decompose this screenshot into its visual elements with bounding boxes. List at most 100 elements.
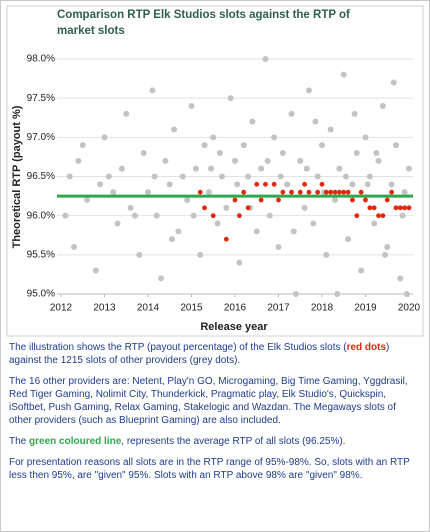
grey-dot	[332, 197, 339, 203]
grey-dot	[232, 157, 238, 164]
grey-dot	[153, 212, 160, 219]
grey-dot	[312, 118, 319, 125]
grey-dot	[390, 79, 397, 86]
grey-dot	[327, 126, 334, 133]
y-tick-label: 97.0%	[27, 132, 55, 143]
grey-dot	[188, 103, 195, 109]
x-tick-label: 2018	[311, 303, 334, 314]
red-dot	[406, 205, 412, 211]
highlight: red dots	[346, 342, 387, 353]
red-dot	[323, 189, 329, 195]
red-dot	[376, 213, 381, 219]
grey-dot	[340, 71, 347, 78]
grey-dot	[403, 291, 410, 297]
grey-dot	[334, 291, 341, 297]
grey-dot	[392, 142, 399, 149]
red-dot	[241, 189, 247, 195]
grey-dot	[114, 220, 121, 227]
x-tick-label: 2017	[267, 303, 290, 314]
red-dot	[289, 189, 294, 195]
grey-dot	[97, 181, 104, 188]
text: For presentation reasons all slots are i…	[9, 457, 410, 481]
red-dot	[358, 189, 364, 195]
grey-dot	[171, 126, 178, 133]
paragraph: For presentation reasons all slots are i…	[9, 456, 419, 482]
x-tick-label: 2014	[137, 303, 160, 314]
y-tick-label: 96.0%	[27, 210, 55, 221]
grey-dot	[101, 134, 108, 141]
grey-dot	[249, 118, 256, 125]
grey-dot	[84, 197, 91, 203]
grey-dot	[301, 204, 308, 211]
red-dot	[276, 197, 281, 203]
red-dot	[197, 189, 203, 195]
red-dot	[363, 197, 368, 203]
grey-dot	[236, 259, 243, 266]
y-tick-label: 96.5%	[27, 171, 55, 182]
x-tick-label: 2019	[354, 303, 377, 314]
red-dot	[337, 189, 342, 195]
y-tick-label: 95.5%	[27, 249, 55, 260]
grey-dot	[279, 150, 286, 156]
grey-dot	[303, 165, 310, 172]
grey-dot	[271, 134, 278, 141]
grey-dot	[92, 267, 99, 274]
grey-dot	[105, 173, 112, 180]
grey-dot	[168, 236, 175, 243]
grey-dot	[336, 165, 343, 172]
grey-dot	[162, 157, 169, 164]
red-dot	[354, 213, 360, 219]
grey-dot	[375, 157, 382, 164]
red-dot	[297, 189, 303, 195]
text: ) against the 1215 slots of other provid…	[9, 342, 390, 366]
grey-dot	[323, 251, 330, 258]
grey-dot	[314, 173, 321, 180]
red-dot	[402, 205, 408, 211]
x-tick-label: 2013	[93, 303, 116, 314]
x-tick-label: 2012	[50, 303, 73, 314]
grey-dot	[373, 150, 380, 156]
grey-dot	[79, 142, 86, 149]
grey-dot	[184, 197, 191, 203]
grey-dot	[227, 95, 234, 102]
grey-dot	[264, 157, 271, 164]
red-dot	[245, 205, 251, 211]
red-dot	[236, 213, 242, 219]
red-dot	[345, 189, 351, 195]
grey-dot	[384, 244, 391, 250]
grey-dot	[353, 150, 360, 156]
red-dot	[393, 205, 399, 211]
y-tick-label: 98.0%	[27, 54, 55, 65]
grey-dot	[351, 110, 358, 117]
grey-dot	[362, 134, 369, 141]
grey-dot	[253, 228, 260, 235]
paragraph: The illustration shows the RTP (payout p…	[9, 341, 419, 367]
grey-dot	[297, 157, 304, 164]
notes: The illustration shows the RTP (payout p…	[9, 341, 419, 490]
grey-dot	[397, 275, 404, 282]
grey-dot	[371, 220, 378, 227]
text: The 16 other providers are: Netent, Play…	[9, 376, 408, 426]
red-dot	[350, 197, 355, 203]
grey-dot	[305, 87, 312, 94]
red-dot	[306, 189, 312, 195]
grey-dot	[388, 181, 395, 188]
red-dot	[202, 205, 207, 211]
red-dot	[258, 197, 264, 203]
grey-dot	[284, 181, 291, 188]
x-tick-label: 2015	[180, 303, 203, 314]
grey-dot	[349, 181, 356, 188]
text: , represents the average RTP of all slot…	[121, 436, 346, 447]
red-dot	[389, 189, 394, 195]
grey-dot	[310, 220, 317, 227]
grey-dot	[179, 173, 186, 180]
grey-dot	[110, 189, 117, 196]
grey-dot	[62, 212, 69, 219]
paragraph: The green coloured line, represents the …	[9, 435, 419, 448]
y-tick-label: 97.5%	[27, 93, 55, 104]
red-dot	[319, 181, 325, 187]
x-axis-title: Release year	[200, 321, 268, 333]
grey-dot	[216, 150, 223, 156]
grey-dot	[71, 244, 78, 250]
red-dot	[315, 189, 321, 195]
